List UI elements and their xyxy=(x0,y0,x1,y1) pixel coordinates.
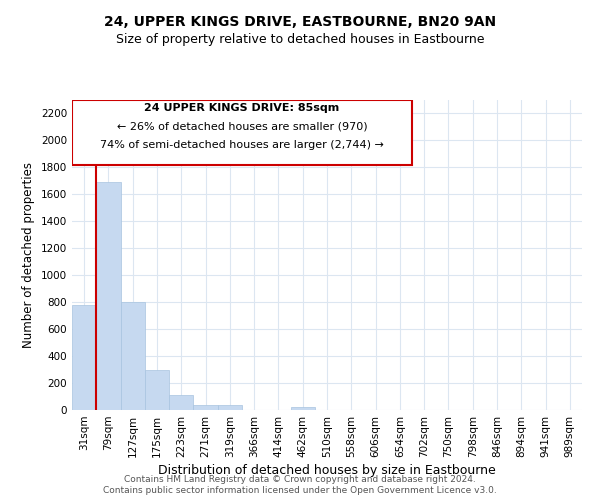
Text: 24, UPPER KINGS DRIVE, EASTBOURNE, BN20 9AN: 24, UPPER KINGS DRIVE, EASTBOURNE, BN20 … xyxy=(104,15,496,29)
Text: 74% of semi-detached houses are larger (2,744) →: 74% of semi-detached houses are larger (… xyxy=(100,140,384,150)
Text: Contains HM Land Registry data © Crown copyright and database right 2024.: Contains HM Land Registry data © Crown c… xyxy=(124,475,476,484)
Bar xyxy=(96,182,121,410)
Text: Contains public sector information licensed under the Open Government Licence v3: Contains public sector information licen… xyxy=(103,486,497,495)
Bar xyxy=(169,395,193,410)
Text: Size of property relative to detached houses in Eastbourne: Size of property relative to detached ho… xyxy=(116,32,484,46)
Bar xyxy=(290,406,315,410)
Bar xyxy=(193,406,218,410)
Bar xyxy=(121,302,145,410)
Text: 24 UPPER KINGS DRIVE: 85sqm: 24 UPPER KINGS DRIVE: 85sqm xyxy=(145,103,340,113)
Text: ← 26% of detached houses are smaller (970): ← 26% of detached houses are smaller (97… xyxy=(116,122,367,132)
Bar xyxy=(72,305,96,410)
FancyBboxPatch shape xyxy=(72,100,412,164)
Bar xyxy=(145,370,169,410)
X-axis label: Distribution of detached houses by size in Eastbourne: Distribution of detached houses by size … xyxy=(158,464,496,477)
Y-axis label: Number of detached properties: Number of detached properties xyxy=(22,162,35,348)
Bar xyxy=(218,406,242,410)
